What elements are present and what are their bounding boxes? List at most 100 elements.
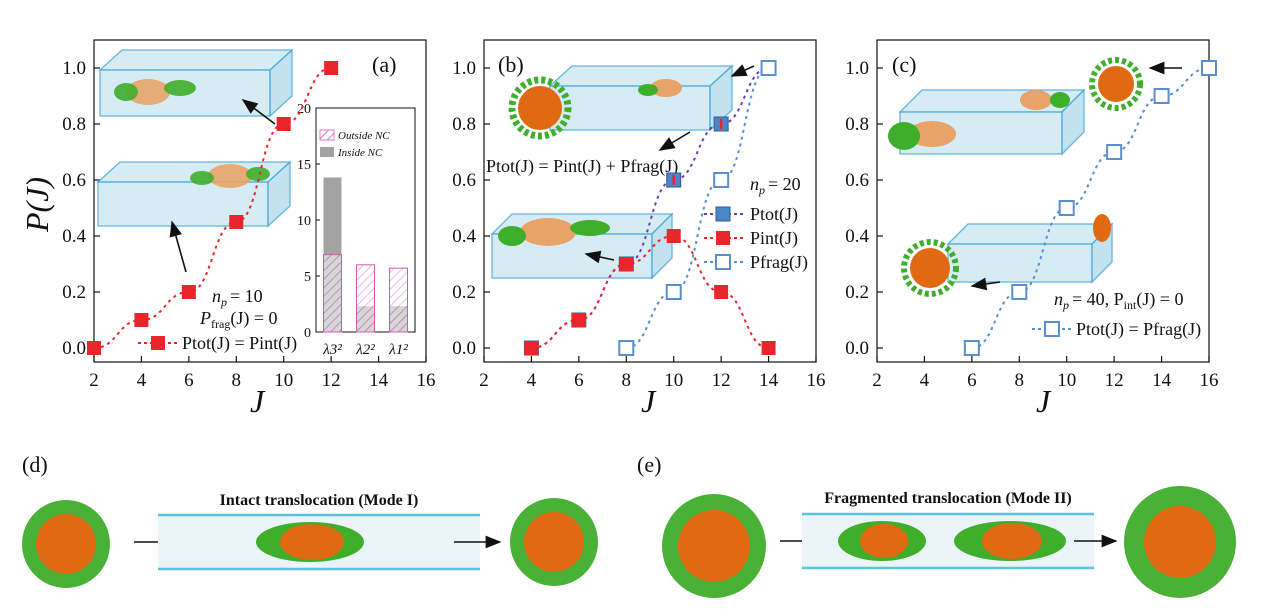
panel-b-equation: Ptot(J) = Pint(J) + Pfrag(J) <box>486 156 678 177</box>
inset-y-tick-label: 5 <box>304 270 311 285</box>
data-point-c <box>1153 88 1170 104</box>
x-tick-label: 12 <box>712 370 731 391</box>
panel-b-legend: Ptot(J) Pint(J) Pfrag(J) <box>704 204 808 273</box>
panel-d-nanochannel <box>158 513 480 571</box>
panel-a-arrow-lower <box>169 220 187 273</box>
panel-b-frame <box>483 39 817 363</box>
panel-b-arrow-bottom <box>584 250 615 264</box>
data-point-b <box>666 229 681 243</box>
inset-legend: Outside NC Inside NC <box>319 129 390 159</box>
data-point-b <box>760 60 777 76</box>
panel-b-arrow-top <box>730 64 755 77</box>
x-tick-label: 2 <box>479 370 489 391</box>
panel-b-letter: (b) <box>498 52 524 77</box>
data-point-b <box>571 313 586 327</box>
y-tick-label: 0.8 <box>845 114 869 135</box>
data-point-a <box>229 215 244 229</box>
x-tick-label: 2 <box>89 370 99 391</box>
data-point-b <box>714 285 729 299</box>
data-point-b <box>665 284 682 300</box>
panel-a-arrow-upper <box>241 99 276 125</box>
panel-e-cluster-right <box>1124 486 1236 598</box>
inset-category-label: λ2² <box>355 342 375 358</box>
inset-category-label: λ1² <box>388 342 408 358</box>
x-tick-label: 14 <box>759 370 779 391</box>
x-tick-label: 4 <box>527 370 537 391</box>
inset-bar-outside <box>389 267 408 333</box>
panel-c-tube-lower <box>901 214 1114 297</box>
panel-c-tube-upper <box>888 57 1143 156</box>
y-tick-label: 0.4 <box>452 226 476 247</box>
panel-d-letter: (d) <box>22 452 48 477</box>
y-tick-label: 1.0 <box>62 58 86 79</box>
panel-b-arrow-middle <box>658 131 691 151</box>
panel-d: (d) Intact translocation (Mode I) <box>22 452 598 588</box>
panel-a-x-axis-label: J <box>250 383 266 419</box>
x-tick-label: 8 <box>1015 370 1025 391</box>
panel-b-np-annotation: np = 20 <box>750 174 801 197</box>
y-tick-label: 0.0 <box>845 338 869 359</box>
x-tick-label: 6 <box>967 370 977 391</box>
x-tick-label: 6 <box>184 370 194 391</box>
x-tick-label: 14 <box>1152 370 1172 391</box>
x-tick-label: 16 <box>1200 370 1219 391</box>
y-tick-label: 0.6 <box>62 170 86 191</box>
panel-a-frag-annotation: Pfrag(J) = 0 <box>199 308 277 331</box>
x-tick-label: 12 <box>1105 370 1124 391</box>
panel-b-legend-tot: Ptot(J) <box>750 204 798 225</box>
inset-y-tick-label: 10 <box>297 214 311 229</box>
inset-axes: 0 5 10 15 20 λ3² λ2² λ1² <box>297 102 408 358</box>
data-point-a <box>324 61 339 75</box>
panel-b-axes: 2 4 6 8 10 12 14 16 0.0 0.2 0.4 0.6 0.8 1.0 <box>452 58 825 391</box>
data-point-a <box>181 285 196 299</box>
panel-b-x-axis-label: J <box>641 383 657 419</box>
y-tick-label: 0.0 <box>62 338 86 359</box>
data-point-a <box>87 341 101 355</box>
panel-c-letter: (c) <box>892 52 916 77</box>
y-tick-label: 0.2 <box>452 282 476 303</box>
data-point-c <box>1011 284 1028 300</box>
inset-legend-outside: Outside NC <box>338 130 390 142</box>
x-tick-label: 4 <box>920 370 930 391</box>
panel-e: (e) Fragmented translocation (Mode II) <box>637 452 1236 598</box>
data-point-b <box>618 340 635 356</box>
panel-c-arrow-bottom <box>970 277 1001 291</box>
panel-c-legend-label: Ptot(J) = Pfrag(J) <box>1076 319 1201 340</box>
panel-e-letter: (e) <box>637 452 661 477</box>
chart-marks <box>87 60 1217 356</box>
data-point-c <box>1201 60 1217 76</box>
panel-e-title: Fragmented translocation (Mode II) <box>824 490 1072 507</box>
panel-b-legend-int: Pint(J) <box>750 228 798 249</box>
x-tick-label: 10 <box>664 370 683 391</box>
y-axis-label: P(J) <box>19 177 55 233</box>
x-tick-label: 10 <box>1057 370 1076 391</box>
panel-b-legend-frag: Pfrag(J) <box>750 252 808 273</box>
panel-a-tube-upper <box>98 48 294 118</box>
y-tick-label: 0.4 <box>845 226 869 247</box>
x-tick-label: 8 <box>622 370 632 391</box>
y-tick-label: 0.8 <box>62 114 86 135</box>
inset-y-tick-label: 20 <box>297 102 311 117</box>
y-tick-label: 0.8 <box>452 114 476 135</box>
data-point-a <box>276 117 291 131</box>
data-point-b <box>619 257 634 271</box>
inset-bar-outside <box>356 264 375 333</box>
panel-a-np-annotation: np = 10 <box>212 286 263 309</box>
panel-d-cluster-right <box>510 498 598 586</box>
panel-a-legend-entry: Ptot(J) = Pint(J) <box>138 333 297 354</box>
y-tick-label: 1.0 <box>845 58 869 79</box>
panel-b-tube-upper <box>508 64 734 140</box>
data-point-c <box>963 340 980 356</box>
x-tick-label: 4 <box>137 370 147 391</box>
panel-a-frame <box>93 39 427 363</box>
data-point-c <box>1058 200 1075 216</box>
panel-e-cluster-left <box>662 494 766 598</box>
x-tick-label: 2 <box>872 370 882 391</box>
data-point-b <box>761 341 776 355</box>
panel-a: 2 4 6 8 10 12 14 160.00.20.40.60.81.0 (a) P(J) … <box>19 39 436 419</box>
x-tick-label: 12 <box>322 370 341 391</box>
panel-c-axes: 2 4 6 8 10 12 14 16 0.0 0.2 0.4 0.6 0.8 1.0 <box>845 58 1218 391</box>
panel-c-legend-entry: Ptot(J) = Pfrag(J) <box>1032 319 1201 340</box>
x-tick-label: 14 <box>369 370 389 391</box>
